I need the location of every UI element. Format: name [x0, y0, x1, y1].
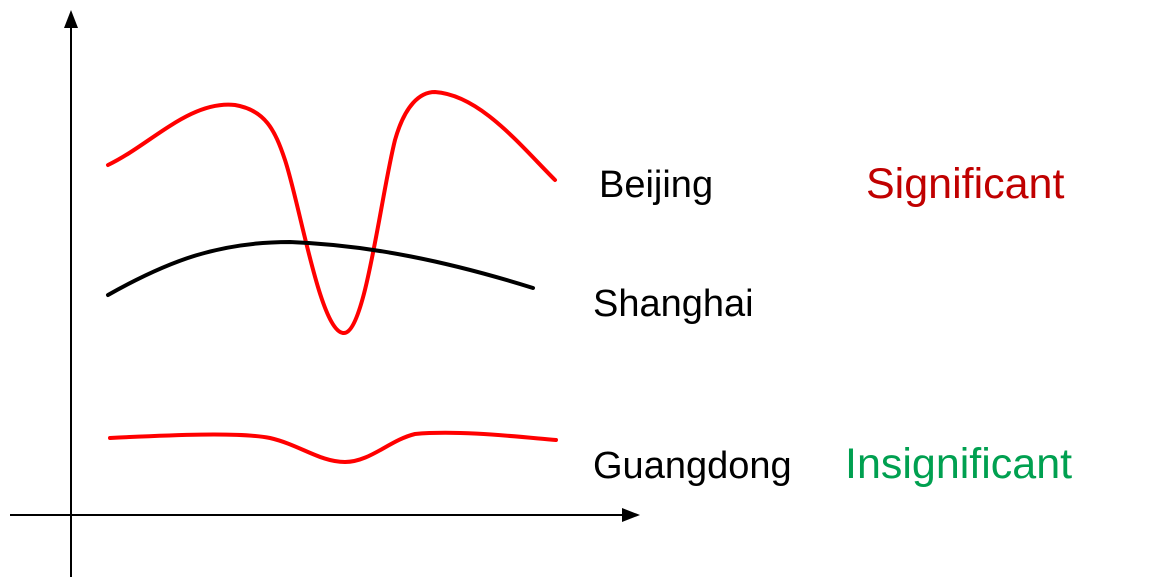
y-axis-arrowhead: [64, 10, 78, 28]
curve-beijing: [106, 90, 557, 335]
curve-guangdong: [108, 430, 558, 464]
series-label-beijing: Beijing: [599, 164, 714, 206]
curve-shanghai: [106, 240, 535, 297]
series-label-guangdong: Guangdong: [593, 445, 792, 487]
significance-label-insignificant: Insignificant: [845, 440, 1073, 488]
significance-label-significant: Significant: [866, 160, 1065, 208]
series-label-shanghai: Shanghai: [593, 283, 754, 325]
x-axis-arrowhead: [622, 508, 640, 522]
